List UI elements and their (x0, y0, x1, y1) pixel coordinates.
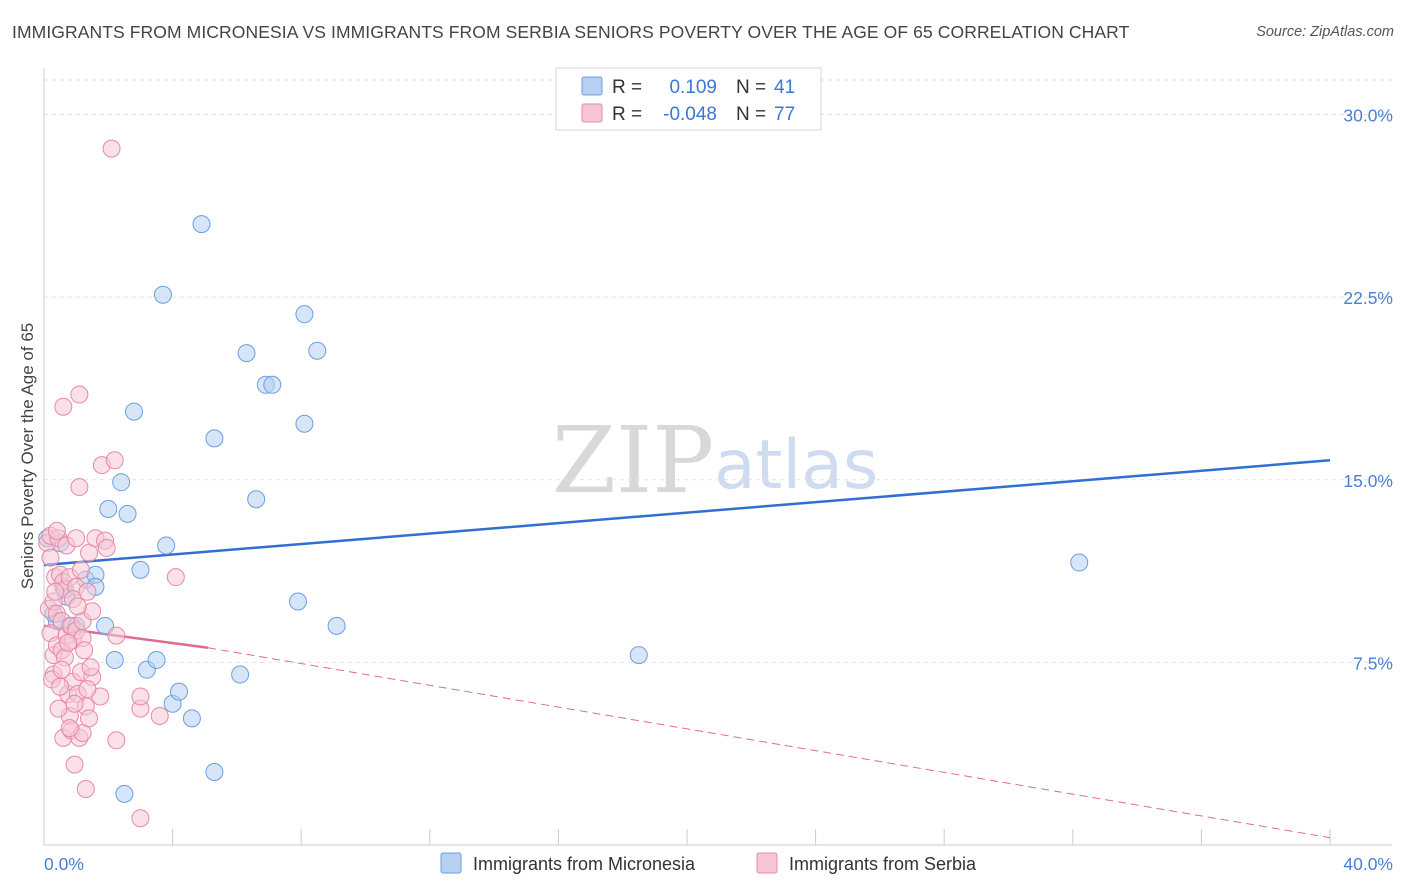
legend-label-micronesia: Immigrants from Micronesia (473, 854, 696, 874)
point-micronesia (327, 616, 346, 635)
point-micronesia (308, 341, 327, 360)
point-serbia (107, 626, 126, 645)
point-serbia (105, 451, 124, 470)
point-micronesia (295, 414, 314, 433)
point-micronesia (125, 402, 144, 421)
y-tick-label: 7.5% (1353, 653, 1393, 673)
point-serbia (46, 582, 65, 601)
point-micronesia (182, 709, 201, 728)
x-tick-labels: 0.0% 40.0% (44, 854, 1393, 874)
point-serbia (65, 694, 84, 713)
point-micronesia (288, 592, 307, 611)
point-serbia (107, 731, 126, 750)
point-micronesia (153, 285, 172, 304)
point-micronesia (295, 305, 314, 324)
watermark-zip: ZIP (552, 407, 714, 514)
point-serbia (71, 560, 90, 579)
stats-r-label-micronesia: R = (612, 77, 642, 98)
legend-label-serbia: Immigrants from Serbia (789, 854, 977, 874)
point-micronesia (147, 650, 166, 669)
stats-r-label-serbia: R = (612, 104, 642, 125)
point-serbia (47, 521, 66, 540)
point-micronesia (247, 490, 266, 509)
legend-swatch-micronesia (440, 852, 462, 874)
data-points (38, 139, 1089, 828)
legend-swatch-serbia (756, 852, 778, 874)
point-serbia (75, 641, 94, 660)
stats-n-value-micronesia: 41 (774, 77, 795, 98)
stats-n-label-serbia: N = (736, 104, 766, 125)
point-micronesia (157, 536, 176, 555)
point-micronesia (131, 560, 150, 579)
stats-r-value-micronesia: 0.109 (669, 77, 717, 98)
point-serbia (67, 529, 86, 548)
point-micronesia (1070, 553, 1089, 572)
point-serbia (166, 568, 185, 587)
point-micronesia (205, 429, 224, 448)
point-serbia (80, 709, 99, 728)
x-tick-label: 0.0% (44, 854, 84, 874)
point-serbia (102, 139, 121, 158)
point-serbia (59, 633, 78, 652)
point-micronesia (115, 784, 134, 803)
point-micronesia (170, 682, 189, 701)
chart-title: IMMIGRANTS FROM MICRONESIA VS IMMIGRANTS… (12, 22, 1130, 42)
gridlines (44, 79, 1392, 663)
point-serbia (68, 597, 87, 616)
point-serbia (78, 582, 97, 601)
point-micronesia (231, 665, 250, 684)
point-serbia (97, 538, 116, 557)
point-serbia (52, 660, 71, 679)
y-tick-label: 15.0% (1343, 471, 1393, 491)
stats-swatch-serbia (581, 103, 603, 123)
stats-n-value-serbia: 77 (774, 104, 795, 125)
point-serbia (70, 385, 89, 404)
y-axis-title: Seniors Poverty Over the Age of 65 (18, 323, 37, 589)
point-micronesia (237, 344, 256, 363)
point-micronesia (112, 473, 131, 492)
point-micronesia (118, 504, 137, 523)
source-credit: Source: ZipAtlas.com (1256, 24, 1394, 40)
stats-n-label-micronesia: N = (736, 77, 766, 98)
series-legend: Immigrants from Micronesia Immigrants fr… (440, 852, 977, 874)
trend-line-micronesia (43, 459, 1331, 567)
trend-line-serbia-extension (207, 647, 1331, 839)
watermark-atlas: atlas (714, 426, 878, 505)
point-serbia (49, 699, 68, 718)
point-micronesia (629, 646, 648, 665)
point-serbia (65, 755, 84, 774)
trend-lines (43, 459, 1331, 839)
y-tick-labels: 7.5% 15.0% 22.5% 30.0% (1343, 106, 1393, 674)
point-serbia (131, 687, 150, 706)
point-serbia (150, 706, 169, 725)
point-serbia (60, 719, 79, 738)
axes (43, 68, 1392, 846)
point-serbia (81, 658, 100, 677)
point-serbia (51, 677, 70, 696)
stats-swatch-micronesia (581, 76, 603, 96)
point-micronesia (205, 762, 224, 781)
y-tick-label: 22.5% (1343, 288, 1393, 308)
point-serbia (76, 779, 95, 798)
point-serbia (70, 478, 89, 497)
point-micronesia (192, 215, 211, 234)
point-serbia (54, 397, 73, 416)
point-serbia (78, 680, 97, 699)
stats-legend: R = 0.109 N = 41 R = -0.048 N = 77 (555, 67, 822, 131)
stats-r-value-serbia: -0.048 (663, 104, 717, 125)
point-serbia (131, 809, 150, 828)
y-tick-label: 30.0% (1343, 106, 1393, 126)
point-micronesia (99, 499, 118, 518)
point-micronesia (263, 375, 282, 394)
x-tick-label: 40.0% (1343, 854, 1393, 874)
point-micronesia (105, 650, 124, 669)
point-serbia (41, 548, 60, 567)
